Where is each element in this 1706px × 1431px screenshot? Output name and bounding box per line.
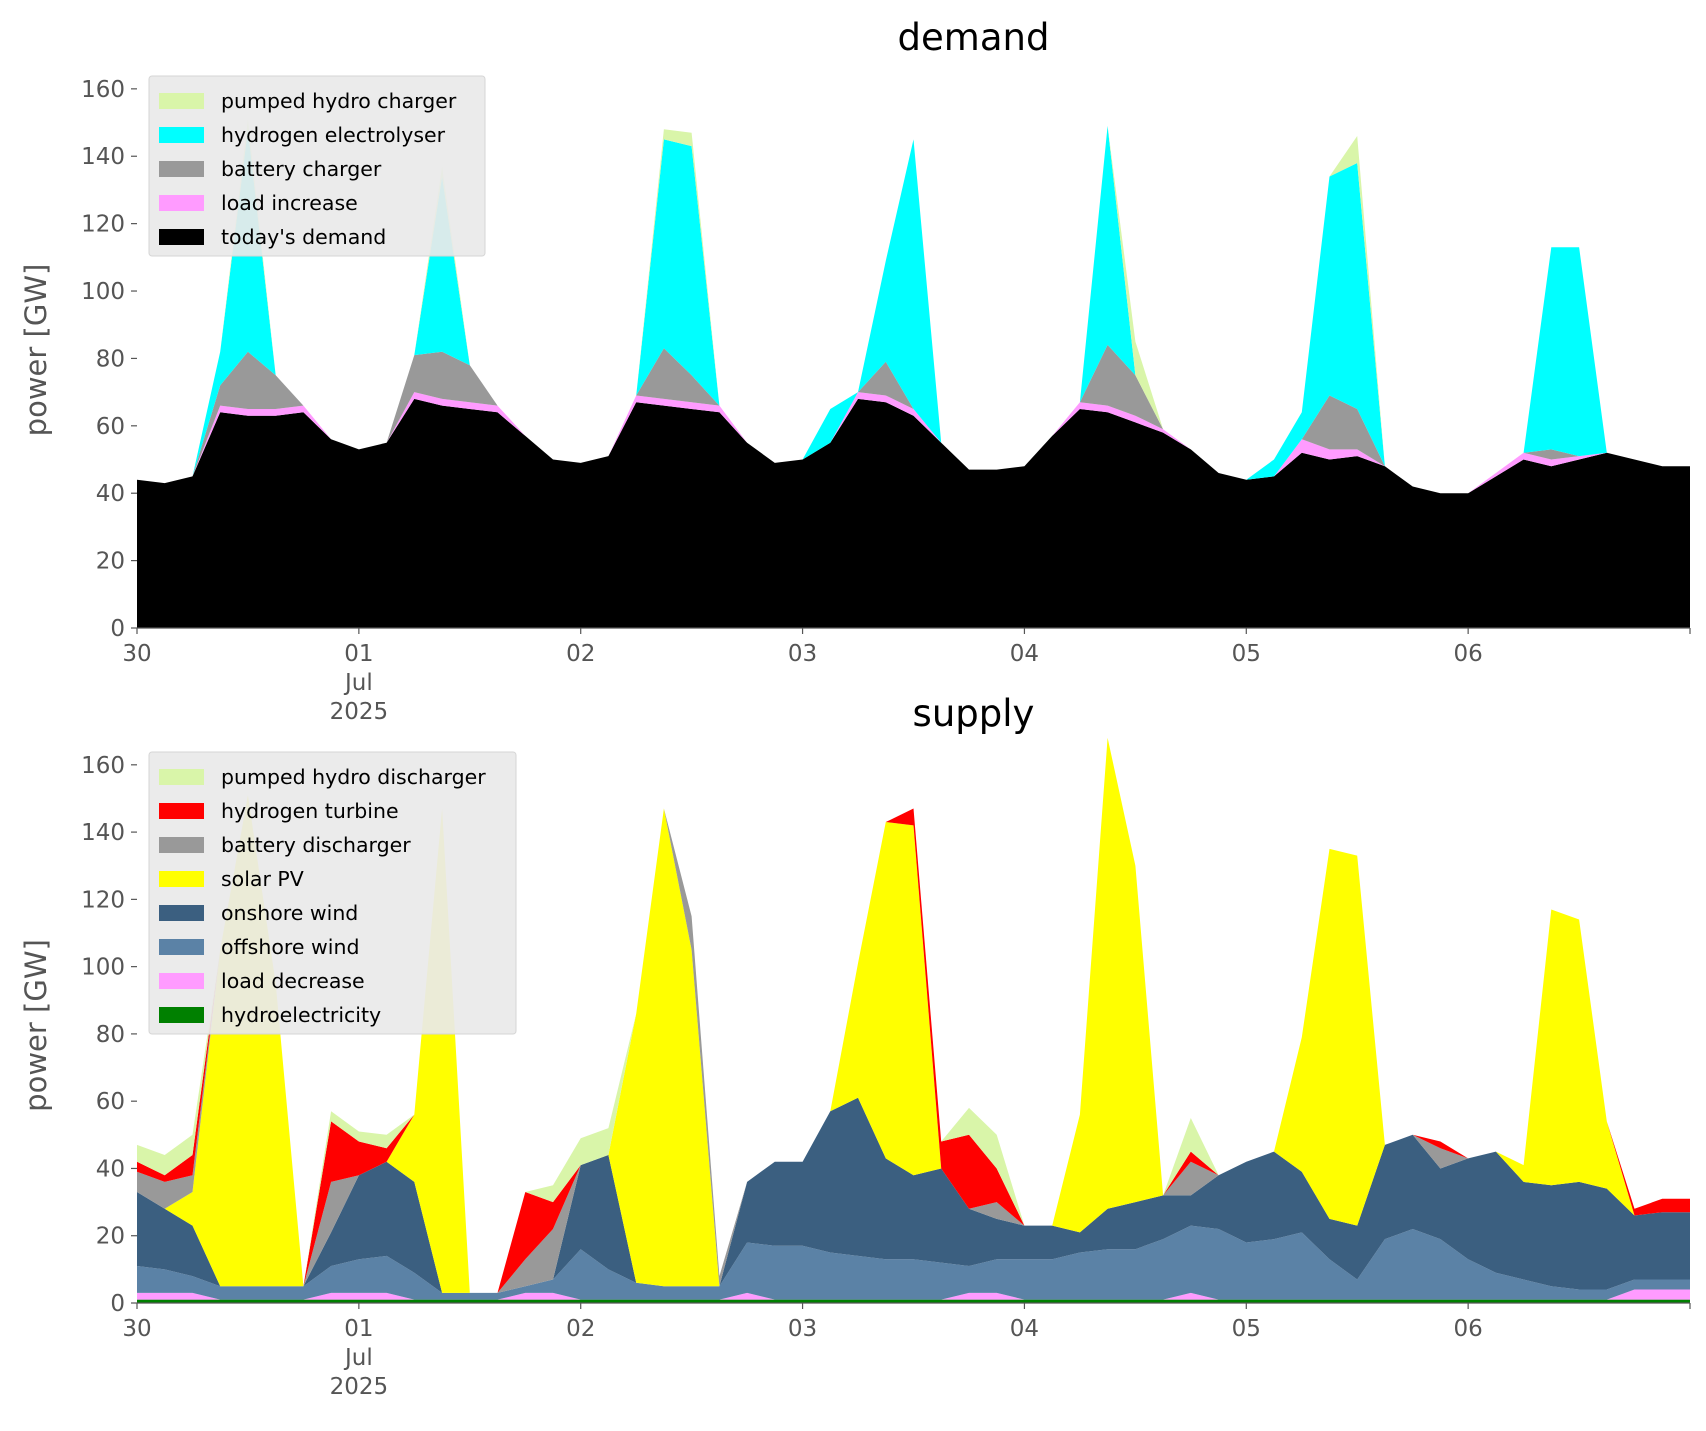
legend-swatch-hydrogen-turbine [159,803,204,819]
legend [148,75,486,257]
legend-label-offshore-wind: offshore wind [221,935,359,959]
area-onshore-wind [137,1097,1690,1293]
area-offshore-wind [137,1225,1690,1300]
legend-label-load-increase: load increase [221,191,358,215]
legend-swatch-offshore-wind [159,939,204,955]
y-tick-label: 80 [96,1022,125,1048]
chart-title: demand [898,16,1050,59]
legend-label-load-decrease: load decrease [221,969,365,993]
legend-swatch-pumped-hydro-discharger [159,769,204,785]
legend-label-battery-charger: battery charger [221,157,382,181]
y-tick-label: 120 [81,212,125,238]
y-tick-label: 120 [81,887,125,913]
legend-swatch-hydrogen-electrolyser [159,127,204,143]
legend-swatch-load-decrease [159,973,204,989]
legend-label-pumped-hydro-charger: pumped hydro charger [221,89,457,113]
legend-swatch-load-increase [159,195,204,211]
y-tick-label: 40 [96,1156,125,1182]
x-tick-label: Jul [343,670,373,696]
area-load-decrease [137,1289,1690,1300]
x-tick-label: Jul [343,1345,373,1371]
y-tick-label: 20 [96,1224,125,1250]
x-tick-label: 05 [1232,641,1261,667]
legend-swatch-solar-pv [159,871,204,887]
chart-title: supply [913,692,1035,735]
y-tick-label: 0 [110,616,125,642]
area-solar-pv [137,737,1690,1293]
x-tick-label: 05 [1232,1316,1261,1342]
demand-panel: 0 20 40 60 80 100 120 140 160 30 01 Jul 2025 02 03 04 05… [19,16,1691,725]
legend-swatch-pumped-hydro-charger [159,93,204,109]
supply-panel: 0 20 40 60 80 100 120 140 160 30 01 Jul 2025 02 03 04 05… [19,692,1691,1400]
legend-swatch-battery-discharger [159,837,204,853]
legend-label-solar-pv: solar PV [221,867,304,891]
x-tick-label: 02 [566,641,595,667]
legend-label-today-s-demand: today's demand [221,225,386,249]
x-tick-label: 01 [344,641,373,667]
legend [148,751,517,1035]
x-tick-label: 30 [122,641,151,667]
y-tick-label: 40 [96,481,125,507]
x-tick-label: 04 [1010,1316,1039,1342]
legend-swatch-hydroelectricity [159,1007,204,1023]
y-axis-label: power [GW] [19,264,53,437]
area-today-s-demand [137,398,1690,628]
legend-swatch-onshore-wind [159,905,204,921]
x-tick-label: 02 [566,1316,595,1342]
legend-swatch-battery-charger [159,161,204,177]
x-tick-label: 06 [1454,1316,1483,1342]
y-tick-label: 100 [81,279,125,305]
x-tick-label: 2025 [330,699,389,725]
x-tick-label: 04 [1010,641,1039,667]
legend-label-hydroelectricity: hydroelectricity [221,1003,381,1027]
legend-swatch-today-s-demand [159,229,204,245]
y-tick-label: 0 [110,1291,125,1317]
legend-label-battery-discharger: battery discharger [221,833,411,857]
legend-label-hydrogen-turbine: hydrogen turbine [221,799,399,823]
y-tick-label: 140 [81,820,125,846]
y-axis-label: power [GW] [19,939,53,1112]
y-tick-label: 160 [81,77,125,103]
x-tick-label: 03 [788,641,817,667]
y-tick-label: 60 [96,1089,125,1115]
area-hydroelectricity [137,1299,1690,1303]
y-tick-label: 80 [96,346,125,372]
x-tick-label: 01 [344,1316,373,1342]
y-tick-label: 140 [81,144,125,170]
x-tick-label: 06 [1454,641,1483,667]
x-tick-label: 30 [122,1316,151,1342]
y-tick-label: 160 [81,753,125,779]
legend-label-pumped-hydro-discharger: pumped hydro discharger [221,765,486,789]
area-hydrogen-electrolyser [137,125,1690,494]
legend-label-hydrogen-electrolyser: hydrogen electrolyser [221,123,446,147]
y-tick-label: 20 [96,549,125,575]
area-load-increase [137,392,1690,494]
y-tick-label: 60 [96,414,125,440]
y-tick-label: 100 [81,955,125,981]
legend-label-onshore-wind: onshore wind [221,901,358,925]
x-tick-label: 03 [788,1316,817,1342]
x-tick-label: 2025 [330,1374,389,1400]
